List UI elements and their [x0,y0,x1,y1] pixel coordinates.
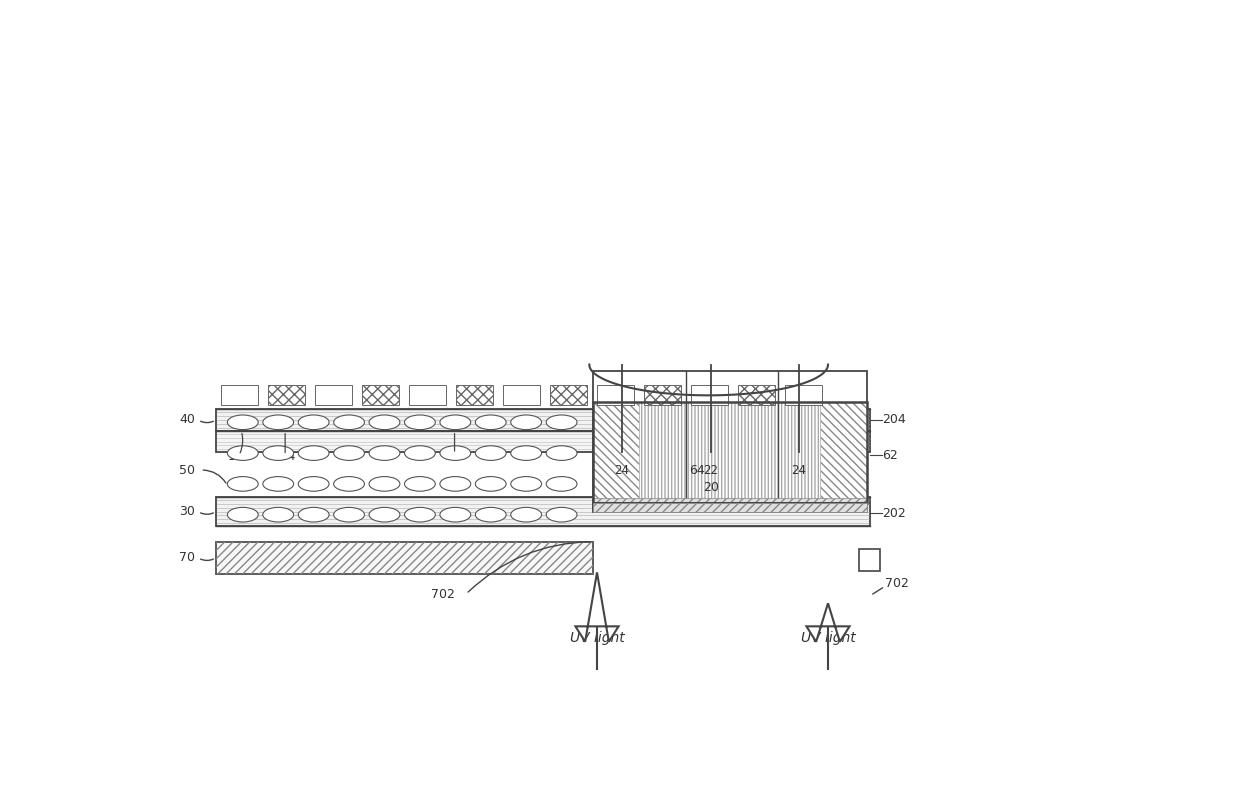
Ellipse shape [440,508,471,522]
Bar [593,371,867,509]
Ellipse shape [263,415,294,429]
Text: 20: 20 [703,482,719,494]
Bar [216,431,870,452]
Text: 10: 10 [446,449,463,462]
Text: 24: 24 [791,464,806,478]
Ellipse shape [440,477,471,491]
Ellipse shape [227,508,258,522]
Bar [216,542,593,574]
Ellipse shape [370,446,399,460]
Ellipse shape [370,508,399,522]
Text: 40: 40 [180,413,195,426]
Ellipse shape [370,477,399,491]
Ellipse shape [263,508,294,522]
Polygon shape [806,604,849,642]
Text: 64: 64 [689,463,706,477]
Ellipse shape [475,446,506,460]
Bar [456,386,494,406]
Text: 102: 102 [228,451,250,463]
Text: UV light: UV light [569,631,625,645]
Ellipse shape [511,508,542,522]
Bar [640,402,821,503]
Ellipse shape [546,446,577,460]
Ellipse shape [263,446,294,460]
Bar [315,386,352,406]
Polygon shape [575,573,619,642]
Ellipse shape [475,415,506,429]
Bar [216,409,870,431]
Ellipse shape [404,477,435,491]
Bar [738,386,775,406]
Ellipse shape [334,477,365,491]
Bar [221,386,258,406]
Bar [216,497,870,526]
Bar [821,402,867,503]
Text: 202: 202 [882,507,905,520]
Text: 702: 702 [432,588,455,600]
Text: 30: 30 [180,505,195,518]
Ellipse shape [227,446,258,460]
Bar [593,497,867,508]
Text: 24: 24 [614,464,629,478]
Text: 70: 70 [179,551,195,565]
Text: 702: 702 [885,577,909,591]
Ellipse shape [299,446,329,460]
Ellipse shape [334,415,365,429]
Ellipse shape [475,508,506,522]
Ellipse shape [511,415,542,429]
Text: 104: 104 [274,451,296,463]
Ellipse shape [263,477,294,491]
Bar [593,503,867,512]
Text: 22: 22 [703,464,718,478]
Ellipse shape [546,477,577,491]
Text: UV light: UV light [801,631,856,645]
Ellipse shape [546,415,577,429]
Bar [691,386,728,406]
Bar [409,386,446,406]
Bar [596,386,634,406]
Bar [785,386,822,406]
Ellipse shape [404,508,435,522]
Ellipse shape [299,508,329,522]
Bar [859,550,880,571]
Ellipse shape [227,415,258,429]
Bar [216,542,593,574]
Ellipse shape [440,446,471,460]
Bar [362,386,399,406]
Bar [593,402,867,503]
Text: 50: 50 [179,463,195,477]
Ellipse shape [334,508,365,522]
Ellipse shape [334,446,365,460]
Bar [503,386,541,406]
Ellipse shape [227,477,258,491]
Ellipse shape [299,477,329,491]
Ellipse shape [299,415,329,429]
Ellipse shape [475,477,506,491]
Ellipse shape [440,415,471,429]
Ellipse shape [370,415,399,429]
Text: 204: 204 [882,413,905,426]
Text: 62: 62 [882,449,898,462]
Ellipse shape [404,415,435,429]
Ellipse shape [404,446,435,460]
Bar [593,503,867,512]
Ellipse shape [546,508,577,522]
Bar [268,386,305,406]
Ellipse shape [511,477,542,491]
Bar [551,386,587,406]
Bar [644,386,681,406]
Ellipse shape [511,446,542,460]
Bar [593,402,640,503]
